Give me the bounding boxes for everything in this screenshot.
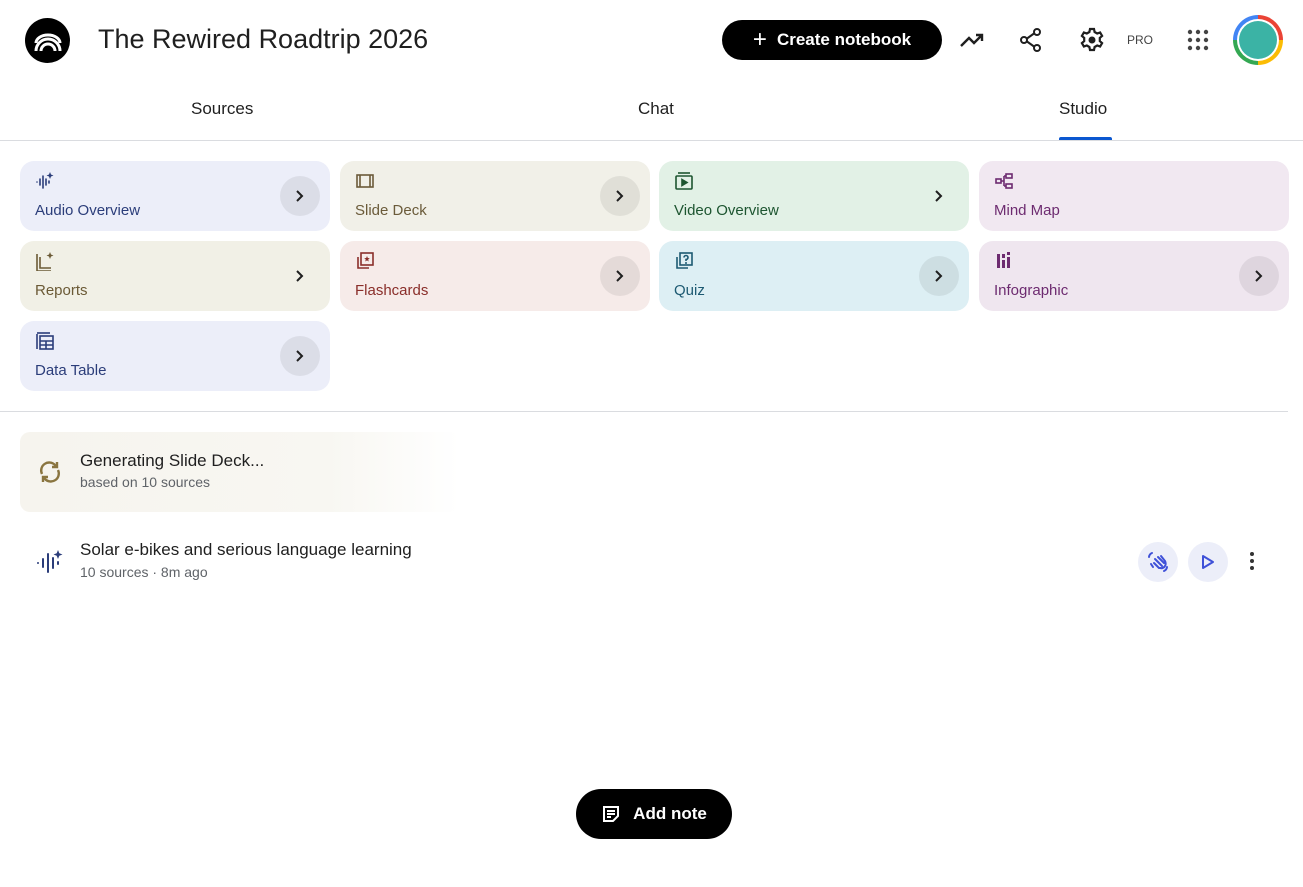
studio-tool-label: Slide Deck — [355, 202, 427, 219]
hand-wave-icon — [1148, 552, 1168, 572]
gear-icon — [1080, 27, 1104, 52]
pro-badge: PRO — [1127, 33, 1154, 47]
sync-icon — [40, 461, 60, 483]
chevron-right-icon — [1255, 270, 1263, 282]
robot-avatar-image — [1239, 21, 1277, 59]
open-reports-button[interactable] — [280, 256, 320, 296]
apps-grid-icon — [1187, 29, 1209, 51]
play-icon — [1202, 555, 1214, 569]
item-title: Solar e-bikes and serious language learn… — [80, 540, 412, 559]
studio-tool-label: Quiz — [674, 282, 705, 299]
chevron-right-icon — [935, 270, 943, 282]
apps-button[interactable] — [1178, 20, 1218, 60]
chevron-right-icon — [296, 270, 304, 282]
account-avatar[interactable] — [1233, 15, 1283, 65]
chevron-right-icon — [296, 190, 304, 202]
audio-overview-icon — [37, 550, 63, 573]
studio-tool-infographic[interactable]: Infographic — [979, 241, 1289, 311]
studio-tool-label: Data Table — [35, 362, 107, 379]
studio-tool-video-overview[interactable]: Video Overview — [659, 161, 969, 231]
trending-up-icon — [960, 33, 984, 47]
studio-tool-mind-map[interactable]: Mind Map — [979, 161, 1289, 231]
slides-icon — [356, 174, 374, 188]
open-audio-overview-button[interactable] — [280, 176, 320, 216]
generating-item: Generating Slide Deck... based on 10 sou… — [20, 432, 460, 512]
divider — [0, 411, 1288, 412]
share-button[interactable] — [1011, 20, 1051, 60]
open-data-table-button[interactable] — [280, 336, 320, 376]
active-tab-indicator — [1059, 137, 1112, 140]
settings-button[interactable] — [1072, 20, 1112, 60]
studio-tool-flashcards[interactable]: Flashcards — [340, 241, 650, 311]
chevron-right-icon — [935, 190, 943, 202]
studio-tool-data-table[interactable]: Data Table — [20, 321, 330, 391]
report-sparkle-icon — [36, 252, 54, 271]
more-options-button[interactable] — [1242, 548, 1262, 574]
plus-icon: + — [752, 26, 767, 53]
share-icon — [1020, 28, 1041, 52]
chevron-right-icon — [616, 270, 624, 282]
video-icon — [675, 172, 693, 190]
divider — [0, 140, 1303, 141]
more-vert-icon — [1250, 552, 1254, 570]
notebooklm-logo[interactable] — [25, 18, 70, 63]
studio-tool-label: Infographic — [994, 282, 1069, 299]
table-icon — [36, 332, 54, 350]
infographic-icon — [997, 252, 1010, 268]
generating-subtitle: based on 10 sources — [80, 474, 210, 490]
open-slide-deck-button[interactable] — [600, 176, 640, 216]
studio-tool-label: Video Overview — [674, 202, 779, 219]
logo-icon — [34, 33, 61, 51]
mind-map-icon — [995, 173, 1013, 189]
flashcards-icon — [357, 252, 374, 269]
quiz-icon — [676, 252, 693, 269]
play-button[interactable] — [1188, 542, 1228, 582]
studio-tool-label: Flashcards — [355, 282, 429, 299]
studio-tool-audio-overview[interactable]: Audio Overview — [20, 161, 330, 231]
create-notebook-label: Create notebook — [776, 30, 912, 49]
add-note-button[interactable]: Add note — [576, 789, 732, 839]
chevron-right-icon — [616, 190, 624, 202]
open-flashcards-button[interactable] — [600, 256, 640, 296]
analytics-button[interactable] — [952, 20, 992, 60]
item-meta: 10 sources · 8m ago — [80, 564, 208, 580]
chevron-right-icon — [296, 350, 304, 362]
tab-studio[interactable]: Studio — [1059, 99, 1108, 118]
studio-tool-reports[interactable]: Reports — [20, 241, 330, 311]
audio-waveform-sparkle-icon — [36, 172, 54, 189]
tab-sources[interactable]: Sources — [191, 99, 254, 118]
add-note-label: Add note — [633, 804, 707, 823]
tab-chat[interactable]: Chat — [638, 99, 674, 118]
note-icon — [603, 806, 620, 822]
studio-tool-label: Mind Map — [994, 202, 1060, 219]
open-infographic-button[interactable] — [1239, 256, 1279, 296]
notebook-title[interactable]: The Rewired Roadtrip 2026 — [98, 24, 429, 54]
open-quiz-button[interactable] — [919, 256, 959, 296]
studio-tool-label: Audio Overview — [35, 202, 141, 219]
studio-tool-quiz[interactable]: Quiz — [659, 241, 969, 311]
interactive-mode-button[interactable] — [1138, 542, 1178, 582]
open-video-overview-button[interactable] — [919, 176, 959, 216]
generating-title: Generating Slide Deck... — [80, 451, 265, 470]
studio-tool-label: Reports — [35, 282, 88, 299]
studio-item[interactable]: Solar e-bikes and serious language learn… — [0, 530, 1288, 592]
studio-tool-slide-deck[interactable]: Slide Deck — [340, 161, 650, 231]
create-notebook-button[interactable]: + Create notebook — [722, 20, 942, 60]
